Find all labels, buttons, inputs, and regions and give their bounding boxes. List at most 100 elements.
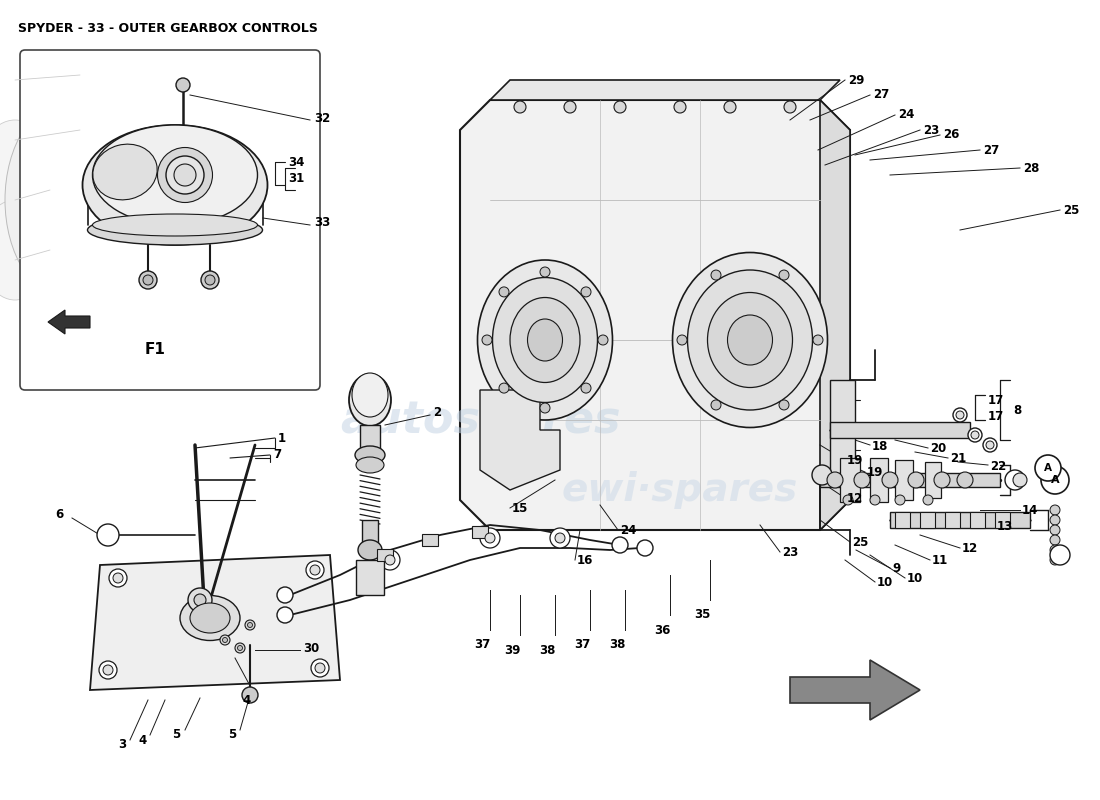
Text: 36: 36 (653, 623, 670, 637)
Text: 5: 5 (228, 729, 236, 742)
Polygon shape (790, 660, 920, 720)
Bar (820, 473, 1000, 487)
Circle shape (784, 101, 796, 113)
Text: 17: 17 (988, 410, 1004, 422)
Circle shape (235, 643, 245, 653)
Bar (920, 512, 935, 528)
Circle shape (956, 411, 964, 419)
Text: 39: 39 (504, 643, 520, 657)
Circle shape (843, 495, 852, 505)
Circle shape (499, 287, 509, 297)
Circle shape (540, 403, 550, 413)
Circle shape (827, 472, 843, 488)
Circle shape (277, 587, 293, 603)
Circle shape (103, 665, 113, 675)
Circle shape (379, 550, 400, 570)
Circle shape (711, 270, 720, 280)
Circle shape (1041, 466, 1069, 494)
Text: 23: 23 (923, 123, 939, 137)
Text: 16: 16 (578, 554, 593, 567)
Text: autospares: autospares (340, 398, 620, 442)
Bar (970, 512, 985, 528)
Text: 7: 7 (273, 449, 282, 462)
Circle shape (854, 472, 870, 488)
Text: 9: 9 (892, 562, 900, 575)
Ellipse shape (355, 446, 385, 464)
FancyBboxPatch shape (20, 50, 320, 390)
Text: 18: 18 (872, 439, 889, 453)
Text: 37: 37 (574, 638, 590, 651)
Circle shape (514, 101, 526, 113)
Bar (362, 520, 378, 545)
Circle shape (139, 271, 157, 289)
Text: 8: 8 (1013, 403, 1021, 417)
Ellipse shape (672, 253, 827, 427)
Ellipse shape (190, 603, 230, 633)
Circle shape (139, 141, 151, 153)
Circle shape (923, 495, 933, 505)
Circle shape (813, 335, 823, 345)
Text: 5: 5 (172, 729, 180, 742)
Circle shape (953, 408, 967, 422)
Circle shape (908, 472, 924, 488)
Ellipse shape (92, 144, 157, 200)
Text: 32: 32 (314, 111, 330, 125)
Circle shape (812, 465, 832, 485)
Ellipse shape (356, 457, 384, 473)
Text: SPYDER - 33 - OUTER GEARBOX CONTROLS: SPYDER - 33 - OUTER GEARBOX CONTROLS (18, 22, 318, 35)
Circle shape (201, 271, 219, 289)
Polygon shape (820, 100, 850, 530)
Bar (377, 549, 393, 561)
Text: F1: F1 (144, 342, 165, 358)
Text: 17: 17 (988, 394, 1004, 406)
Ellipse shape (174, 164, 196, 186)
Bar (360, 425, 379, 455)
Circle shape (311, 659, 329, 677)
Bar (840, 458, 860, 502)
Ellipse shape (92, 214, 257, 236)
Text: 25: 25 (1063, 203, 1079, 217)
Circle shape (971, 431, 979, 439)
Ellipse shape (688, 270, 813, 410)
Circle shape (711, 400, 720, 410)
Circle shape (499, 383, 509, 393)
Text: 37: 37 (474, 638, 491, 651)
Circle shape (238, 646, 242, 650)
Text: 24: 24 (898, 109, 914, 122)
Ellipse shape (493, 278, 597, 402)
Circle shape (245, 620, 255, 630)
Circle shape (1050, 525, 1060, 535)
Bar (472, 526, 488, 538)
Bar (996, 512, 1010, 528)
Text: 30: 30 (302, 642, 319, 654)
Bar (422, 534, 438, 546)
Text: 22: 22 (990, 459, 1006, 473)
Text: 3: 3 (118, 738, 127, 751)
Text: 2: 2 (433, 406, 441, 419)
Circle shape (612, 537, 628, 553)
Text: 15: 15 (512, 502, 528, 515)
Circle shape (637, 540, 653, 556)
Text: 11: 11 (932, 554, 948, 567)
Circle shape (983, 438, 997, 452)
Text: 4: 4 (242, 694, 251, 706)
Text: 14: 14 (1022, 505, 1038, 518)
Text: 35: 35 (694, 609, 711, 622)
Ellipse shape (166, 156, 204, 194)
Circle shape (895, 495, 905, 505)
Text: 12: 12 (847, 493, 864, 506)
Circle shape (1050, 515, 1060, 525)
Circle shape (1035, 455, 1062, 481)
Circle shape (968, 428, 982, 442)
Text: 31: 31 (288, 171, 305, 185)
Circle shape (143, 275, 153, 285)
Ellipse shape (0, 200, 50, 300)
Text: 4: 4 (138, 734, 146, 746)
Polygon shape (490, 80, 840, 100)
Circle shape (248, 622, 253, 627)
Circle shape (99, 661, 117, 679)
Bar (895, 460, 913, 500)
Circle shape (614, 101, 626, 113)
Text: A: A (1050, 475, 1059, 485)
Text: 21: 21 (950, 453, 966, 466)
